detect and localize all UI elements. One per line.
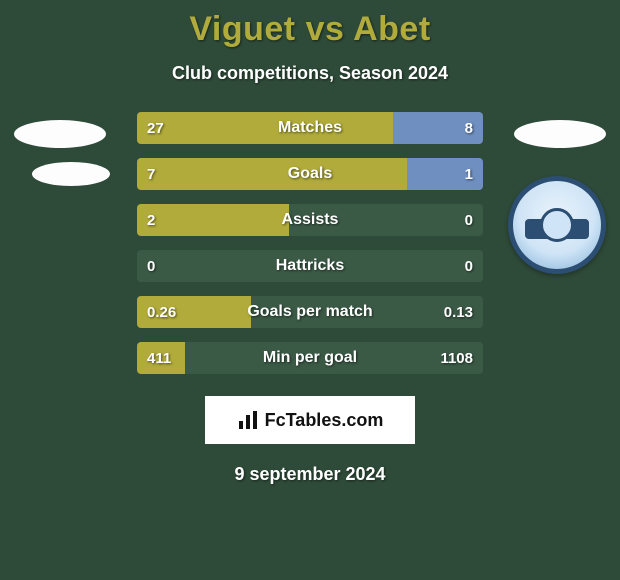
player2-avatar [496,120,606,290]
club-shield-icon [508,176,606,274]
page-title: Viguet vs Abet [0,10,620,49]
stat-row: Matches278 [137,112,483,144]
stat-row: Assists20 [137,204,483,236]
player2-name: Abet [353,10,431,48]
stat-bar-left [137,112,393,144]
source-badge: FcTables.com [205,396,415,444]
stat-row: Goals71 [137,158,483,190]
bar-chart-icon [237,409,259,431]
player1-name: Viguet [189,10,295,48]
stat-bar-left [137,342,185,374]
subtitle: Club competitions, Season 2024 [0,63,620,84]
stat-bar-right [393,112,483,144]
avatar-ellipse [32,162,110,186]
stat-row: Goals per match0.260.13 [137,296,483,328]
stat-row: Hattricks00 [137,250,483,282]
stat-bar-right [407,158,483,190]
date-label: 9 september 2024 [0,464,620,485]
stat-row: Min per goal4111108 [137,342,483,374]
source-label: FcTables.com [265,410,384,431]
stat-bar-left [137,204,289,236]
stat-bar-left [137,296,251,328]
player1-avatar [14,120,124,200]
stats-container: Matches278 Goals71 Assists20 Hattricks00 Goa… [137,112,483,374]
avatar-ellipse [14,120,106,148]
vs-separator: vs [306,10,345,48]
comparison-card: Viguet vs Abet Club competitions, Season… [0,0,620,580]
stat-bar-left [137,158,407,190]
avatar-ellipse [514,120,606,148]
